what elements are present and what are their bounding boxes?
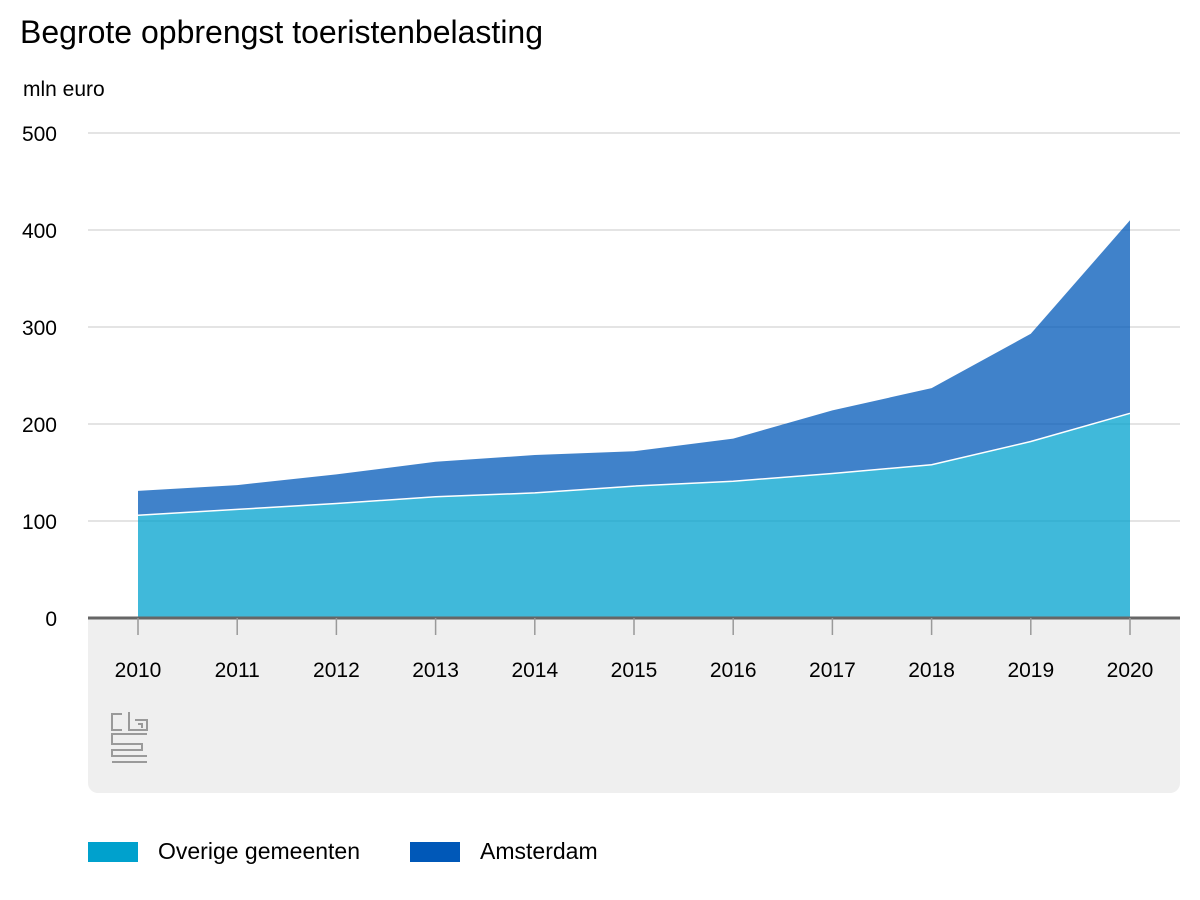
cbs-logo-icon: [111, 712, 148, 763]
legend-label-overige-gemeenten: Overige gemeenten: [158, 838, 361, 864]
y-tick-label: 400: [22, 220, 57, 243]
y-axis-label: mln euro: [23, 78, 105, 101]
area-overige-gemeenten: [138, 413, 1130, 618]
x-tick-label: 2011: [215, 659, 260, 682]
x-tick-label: 2012: [313, 659, 360, 682]
legend-item-overige-gemeenten: Overige gemeenten: [88, 838, 360, 865]
legend-swatch-amsterdam: [410, 841, 461, 862]
legend: Overige gemeenten Amsterdam: [88, 838, 648, 865]
x-tick-label: 2019: [1007, 659, 1054, 682]
axes: 0 100 200 300 400 500 2010 2011 2012 2013 2014 2015…: [22, 123, 1180, 682]
legend-item-amsterdam: Amsterdam: [410, 838, 598, 865]
legend-swatch-overige-gemeenten: [88, 841, 138, 862]
x-tick-label: 2016: [710, 659, 757, 682]
x-tick-label: 2014: [511, 659, 558, 682]
x-tick-label: 2010: [115, 659, 162, 682]
x-axis-panel: [88, 618, 1180, 793]
areas: [137, 220, 1131, 618]
chart-title: Begrote opbrengst toeristenbelasting: [20, 14, 544, 50]
y-tick-label: 200: [22, 414, 57, 437]
y-tick-label: 100: [22, 511, 57, 534]
y-tick-label: 300: [22, 317, 57, 340]
series-boundary-line: [137, 412, 1131, 516]
x-tick-label: 2013: [412, 659, 459, 682]
y-tick-label: 500: [22, 123, 57, 146]
x-tick-label: 2018: [908, 659, 955, 682]
x-tick-label: 2020: [1107, 659, 1154, 682]
x-tick-label: 2015: [611, 659, 658, 682]
y-tick-label: 0: [45, 608, 57, 631]
legend-label-amsterdam: Amsterdam: [480, 838, 598, 864]
x-tick-label: 2017: [809, 659, 856, 682]
area-amsterdam: [138, 220, 1130, 516]
